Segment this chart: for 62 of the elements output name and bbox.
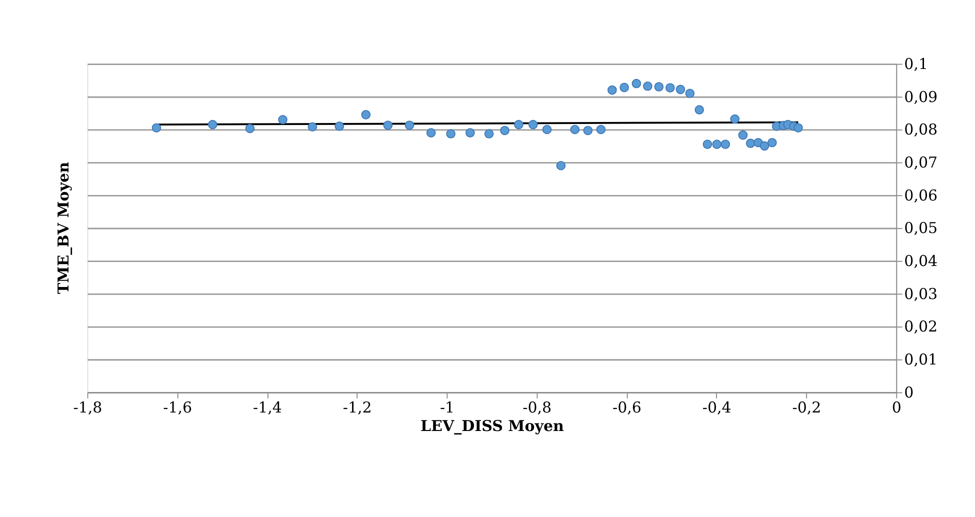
point	[654, 82, 664, 92]
point	[500, 126, 510, 136]
point	[570, 124, 580, 134]
y-tick-label: 0,03	[904, 284, 938, 303]
x-tick-label: -0,4	[702, 398, 732, 416]
point	[542, 124, 552, 134]
point	[484, 129, 494, 138]
x-tick-label: -0,8	[522, 398, 552, 416]
point	[245, 124, 255, 134]
y-tick-label: 0	[904, 383, 914, 402]
y-tick-label: 0,02	[904, 318, 938, 336]
point	[794, 123, 803, 133]
x-tick-label: -1,6	[163, 398, 192, 416]
point	[665, 83, 675, 92]
point	[278, 114, 288, 124]
point	[446, 129, 456, 138]
point	[361, 110, 371, 120]
point	[334, 122, 344, 131]
point	[632, 78, 642, 88]
point	[514, 120, 524, 130]
point	[730, 114, 740, 124]
point	[426, 128, 436, 138]
x-tick-label: -1,2	[342, 398, 372, 416]
point	[208, 120, 218, 130]
point	[642, 81, 652, 91]
x-tick-label: -1,8	[73, 398, 102, 416]
x-tick-label: -1,4	[253, 398, 282, 416]
x-tick-label: -0,2	[792, 398, 822, 416]
point	[383, 120, 393, 130]
point	[760, 141, 770, 151]
point	[620, 82, 629, 92]
x-tick-label: -0,6	[612, 398, 642, 416]
y-tick-label: 0,05	[904, 219, 938, 238]
point	[465, 128, 475, 138]
x-tick-label: 0	[892, 398, 902, 416]
point	[676, 84, 686, 94]
x-tick-label: -1	[440, 398, 455, 416]
point	[528, 120, 538, 130]
y-tick-label: 0,08	[904, 120, 938, 139]
point	[746, 138, 756, 148]
x-axis-title: LEV_DISS Moyen	[420, 417, 564, 436]
y-tick-label: 0,01	[904, 350, 938, 369]
point	[404, 120, 414, 130]
y-axis-title: TME_BV Moyen	[54, 162, 73, 294]
point	[607, 85, 617, 95]
point	[720, 140, 730, 149]
point	[596, 124, 606, 134]
y-tick-label: 0,09	[904, 88, 938, 106]
point	[702, 140, 712, 149]
point	[767, 138, 777, 148]
point	[152, 123, 162, 133]
point	[308, 122, 318, 132]
point	[685, 88, 695, 98]
y-tick-label: 0,1	[904, 54, 928, 73]
point	[738, 130, 748, 140]
point	[694, 105, 704, 114]
y-tick-label: 0,06	[904, 186, 938, 204]
y-tick-label: 0,04	[904, 252, 938, 270]
point	[712, 140, 722, 149]
y-tick-label: 0,07	[904, 154, 938, 172]
point	[556, 160, 566, 170]
point	[583, 126, 593, 136]
